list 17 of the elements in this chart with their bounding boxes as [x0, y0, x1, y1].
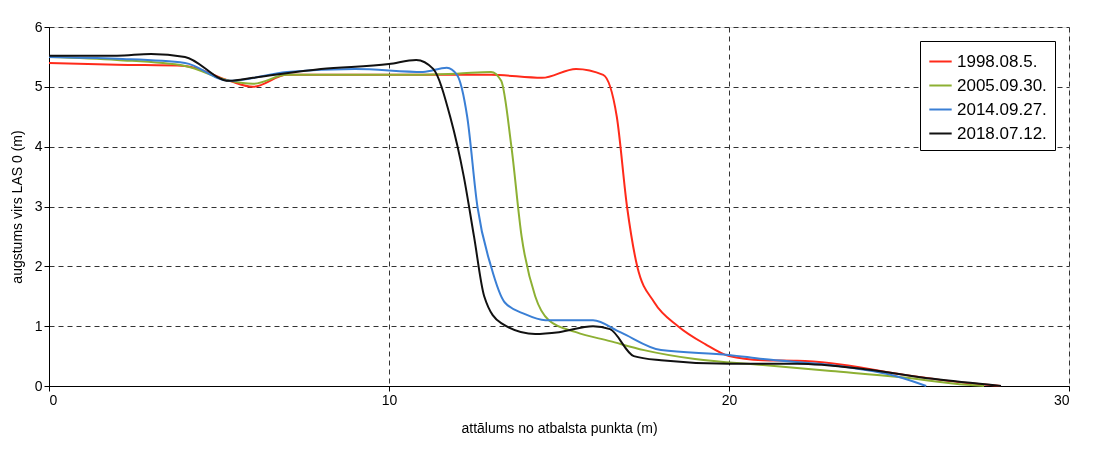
legend-label: 2014.09.27.: [957, 99, 1047, 119]
y-tick-label: 1: [34, 317, 43, 334]
y-tick-label: 3: [34, 198, 43, 214]
x-tick-label: 0: [49, 391, 58, 408]
legend-label: 2005.09.30.: [957, 75, 1047, 95]
y-tick-label: 6: [34, 18, 43, 35]
x-axis-title: attālums no atbalsta punkta (m): [461, 419, 658, 436]
x-tick-label: 30: [1053, 391, 1070, 408]
y-tick-label: 5: [34, 78, 43, 95]
x-tick-label: 20: [721, 391, 738, 408]
y-tick-label: 2: [34, 257, 43, 274]
y-axis-title: augstums virs LAS 0 (m): [8, 130, 25, 284]
x-tick-label: 10: [381, 391, 398, 408]
y-tick-label: 0: [34, 377, 43, 394]
legend-label: 1998.08.5.: [957, 51, 1038, 71]
legend-label: 2018.07.12.: [957, 123, 1047, 143]
y-tick-label: 4: [34, 138, 43, 155]
